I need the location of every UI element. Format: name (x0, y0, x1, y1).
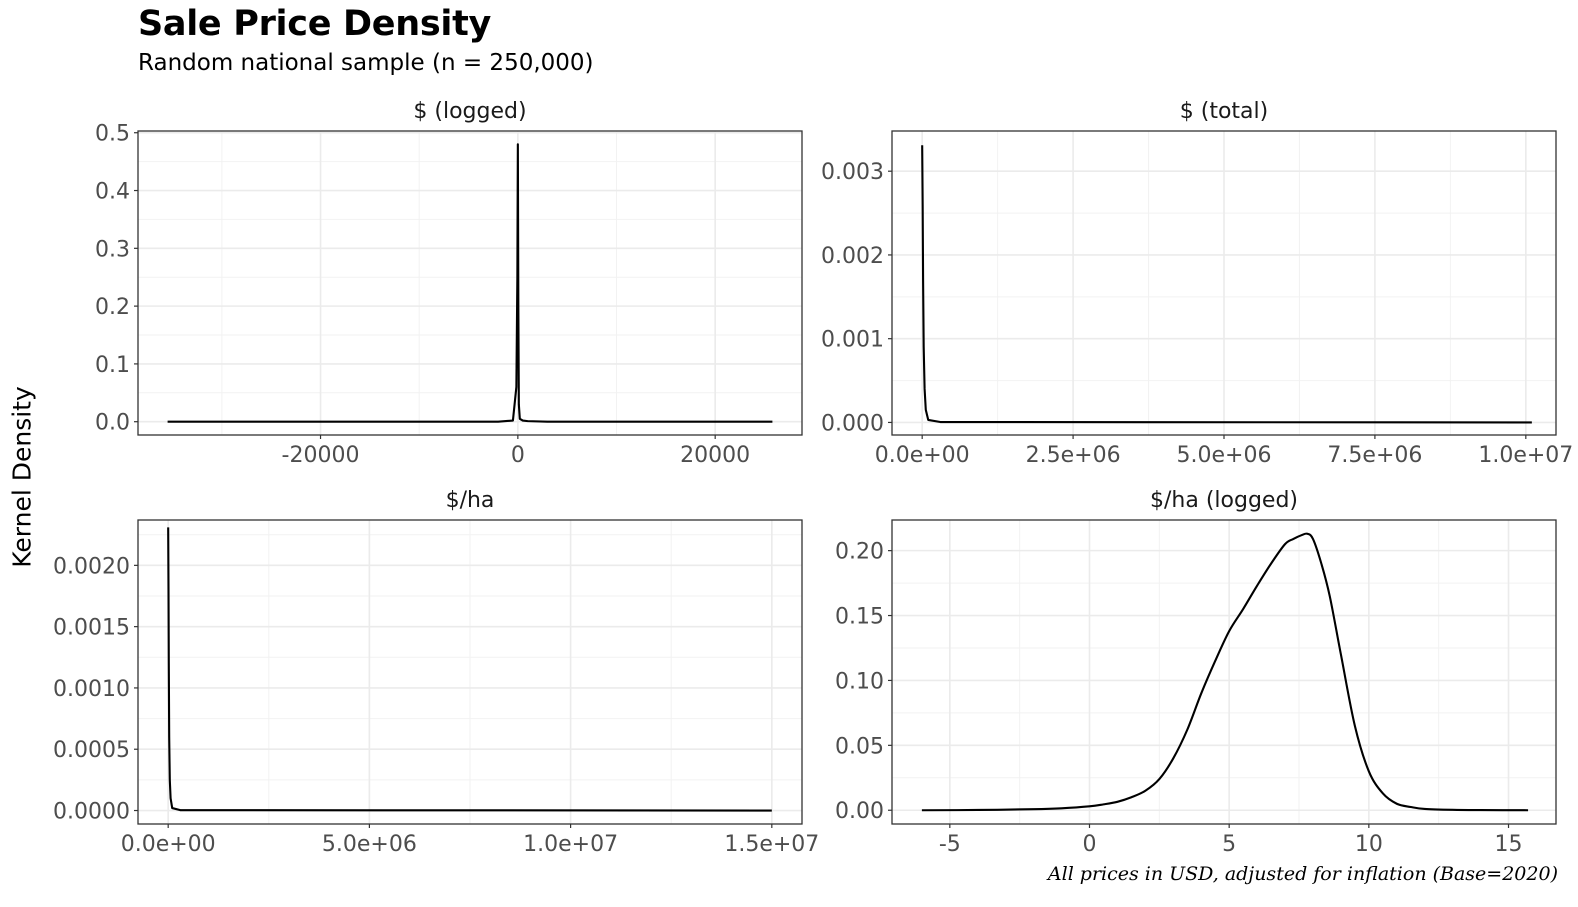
panel-border (137, 519, 803, 825)
y-tick-label: 0.0 (95, 411, 130, 436)
x-tick-label: 10 (1355, 832, 1383, 857)
x-tick-label: 1.0e+07 (523, 832, 618, 857)
x-tick-label: 15 (1495, 832, 1523, 857)
panel-border (891, 519, 1557, 825)
facet-strip-title: $ (total) (1180, 99, 1268, 124)
y-tick-label: 0.0005 (53, 738, 130, 763)
y-tick-label: 0.0000 (53, 800, 130, 825)
y-tick-label: 0.20 (835, 540, 884, 565)
x-tick-label: 5 (1222, 832, 1236, 857)
chart-title: Sale Price Density (138, 4, 492, 44)
y-tick-label: 0.002 (821, 244, 884, 269)
panel-border (137, 130, 803, 436)
x-tick-label: 5.0e+06 (1177, 443, 1272, 468)
facet-panel: 0.0e+00 5.0e+06 1.0e+07 1.5e+07 0.0000 0.0005… (53, 488, 819, 857)
x-tick-label: 0.0e+00 (875, 443, 970, 468)
y-tick-label: 0.001 (821, 328, 884, 353)
x-tick-label: 1.0e+07 (1478, 443, 1573, 468)
x-tick-label: 5.0e+06 (322, 832, 417, 857)
facet-panel: -20000 0 20000 0.0 0.1 0.2 0.3 0.4 0.5 $ (logged) (95, 99, 803, 468)
y-tick-label: 0.4 (95, 180, 130, 205)
facet-strip-title: $/ha (446, 488, 495, 513)
facet-panel: 0.0e+00 2.5e+06 5.0e+06 7.5e+06 1.0e+07 0.000… (821, 99, 1573, 468)
density-curve (921, 532, 1529, 812)
y-tick-label: 0.05 (835, 734, 884, 759)
density-curve (167, 143, 773, 423)
x-tick-label: 0.0e+00 (121, 832, 216, 857)
x-tick-label: 20000 (680, 443, 750, 468)
facet-strip-title: $ (logged) (413, 99, 526, 124)
y-tick-label: 0.0020 (53, 554, 130, 579)
panel-border (891, 130, 1557, 436)
y-tick-label: 0.15 (835, 605, 884, 630)
facet-strip-title: $/ha (logged) (1150, 488, 1298, 513)
y-tick-label: 0.5 (95, 122, 130, 147)
x-tick-label: 0 (511, 443, 525, 468)
density-curve (921, 145, 1532, 424)
x-tick-label: 0 (1082, 832, 1096, 857)
chart-caption: All prices in USD, adjusted for inflatio… (1047, 863, 1558, 885)
y-tick-label: 0.1 (95, 353, 130, 378)
facet-panel: -5 0 5 10 15 0.00 0.05 0.10 0.15 0.20 $/ha (logged… (835, 488, 1557, 857)
y-tick-label: 0.000 (821, 411, 884, 436)
y-tick-label: 0.2 (95, 295, 130, 320)
y-tick-label: 0.003 (821, 160, 884, 185)
density-curve (167, 527, 772, 812)
chart-subtitle: Random national sample (n = 250,000) (138, 50, 594, 76)
x-tick-label: -5 (939, 832, 961, 857)
y-tick-label: 0.00 (835, 799, 884, 824)
x-tick-label: 1.5e+07 (724, 832, 819, 857)
x-tick-label: -20000 (282, 443, 360, 468)
y-tick-label: 0.3 (95, 237, 130, 262)
y-tick-label: 0.10 (835, 669, 884, 694)
x-tick-label: 2.5e+06 (1026, 443, 1121, 468)
y-tick-label: 0.0015 (53, 616, 130, 641)
y-tick-label: 0.0010 (53, 677, 130, 702)
x-tick-label: 7.5e+06 (1327, 443, 1422, 468)
